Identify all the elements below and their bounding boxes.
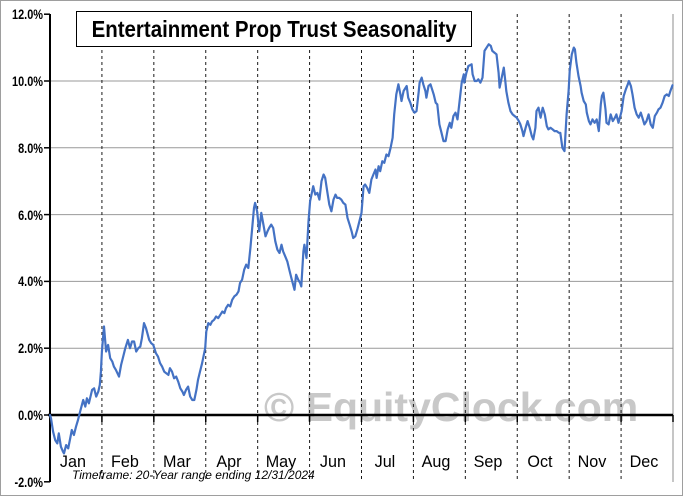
equityclock-watermark: © EquityClock.com	[264, 384, 639, 430]
timeframe-footnote: Timeframe: 20-Year range ending 12/31/20…	[72, 468, 315, 482]
chart-title: Entertainment Prop Trust Seasonality	[91, 15, 457, 42]
chart-title-box: Entertainment Prop Trust Seasonality	[76, 11, 472, 47]
